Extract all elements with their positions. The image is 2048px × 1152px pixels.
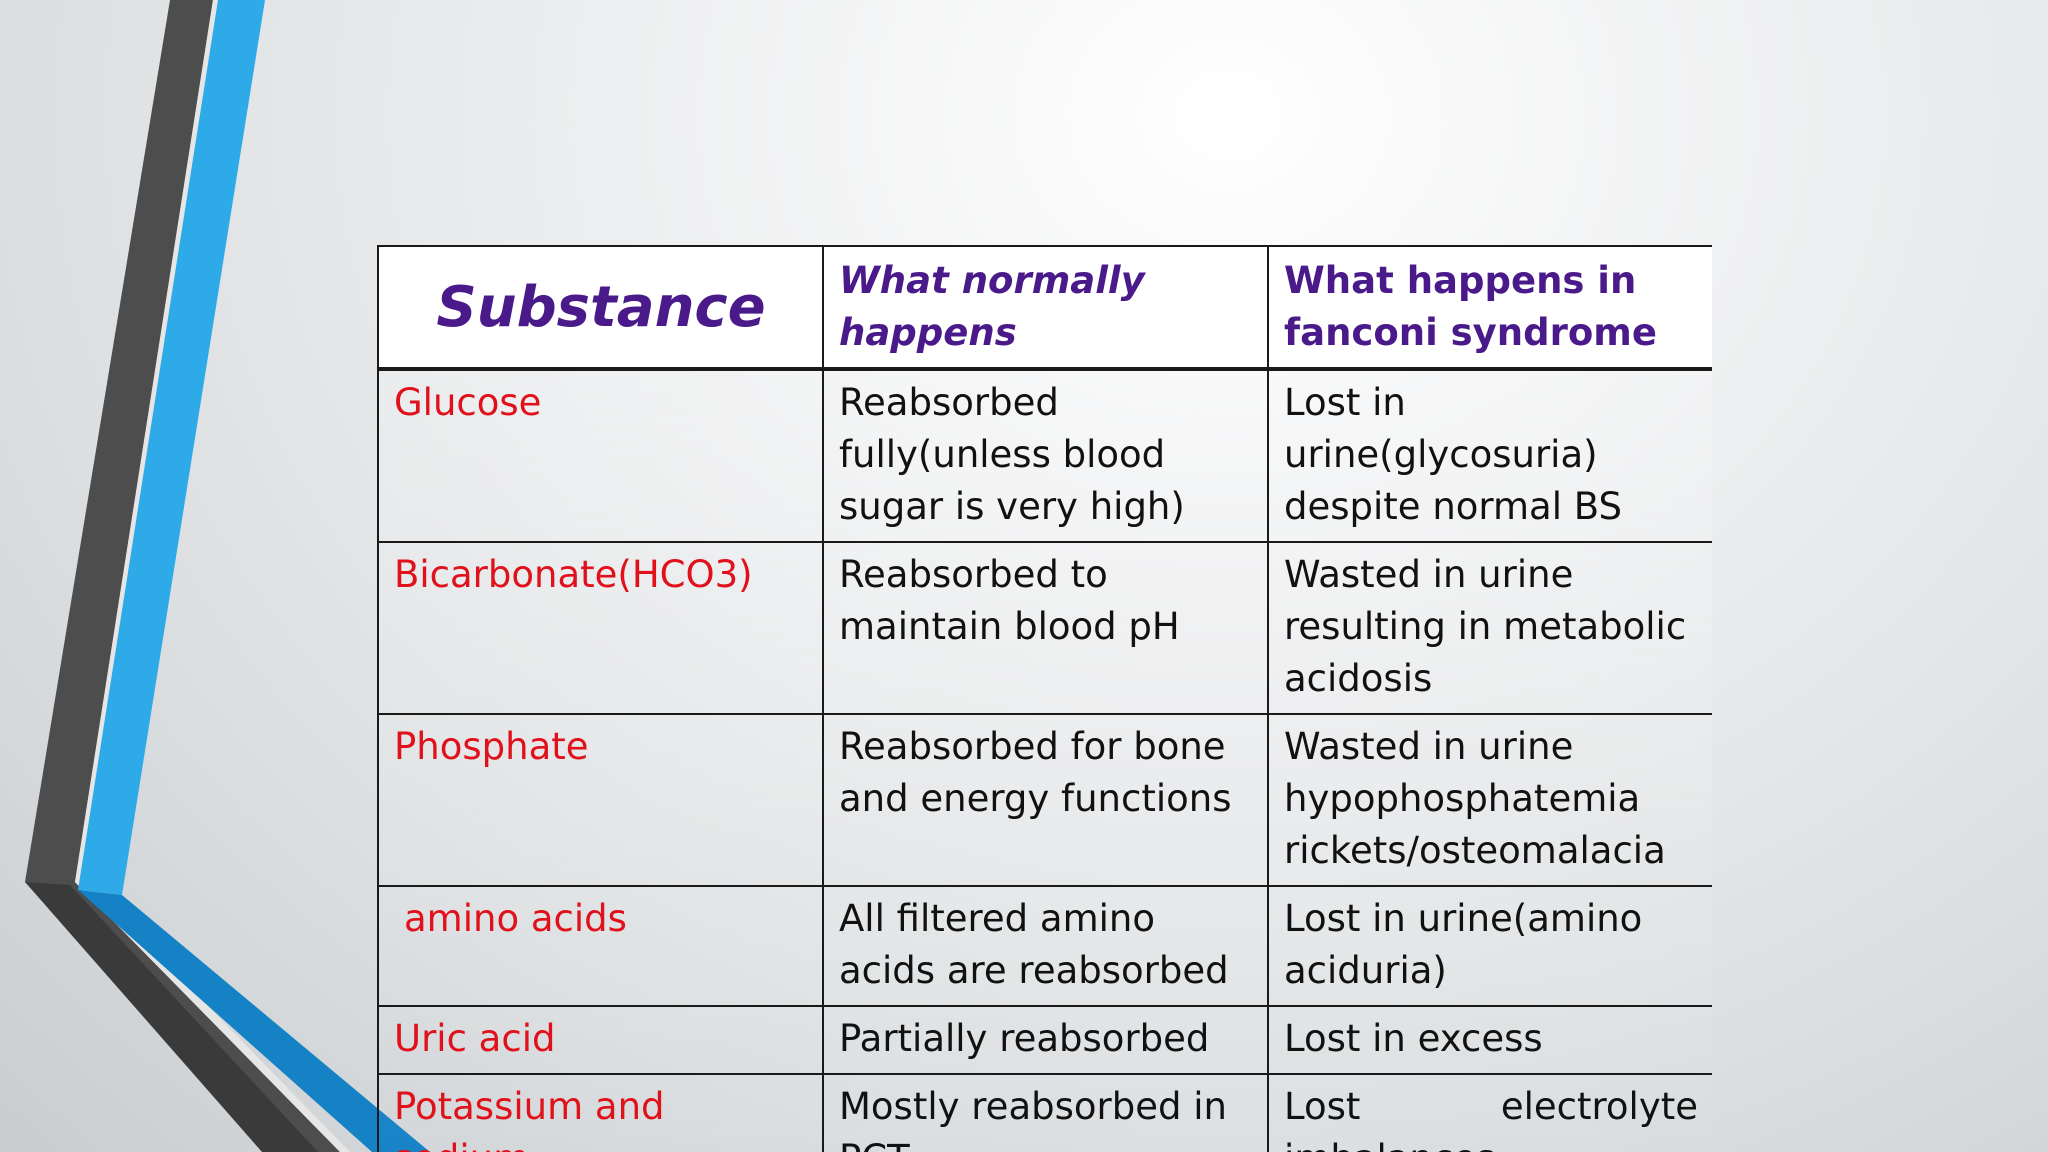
cell-fanconi: Wasted in urine resulting in metabolic a… xyxy=(1267,541,1712,715)
cell-substance: Glucose xyxy=(377,368,824,543)
table-row: Phosphate Reabsorbed for bone and energy… xyxy=(377,713,1712,887)
cell-substance: Phosphate xyxy=(377,713,824,887)
table-row: Bicarbonate(HCO3) Reabsorbed to maintain… xyxy=(377,541,1712,715)
decor-dark-gray-band xyxy=(25,882,318,1152)
cell-substance: Bicarbonate(HCO3) xyxy=(377,541,824,715)
header-substance: Substance xyxy=(377,245,824,371)
cell-normal: Reabsorbed fully(unless blood sugar is v… xyxy=(822,368,1269,543)
table-row: Potassium and sodium Mostly reabsorbed i… xyxy=(377,1073,1712,1152)
header-normal: What normally happens xyxy=(822,245,1269,371)
decor-dark-blue-band xyxy=(78,890,430,1152)
cell-normal: All filtered amino acids are reabsorbed xyxy=(822,885,1269,1007)
cell-normal: Mostly reabsorbed in PCT xyxy=(822,1073,1269,1152)
comparison-table: Substance What normally happens What hap… xyxy=(377,245,1712,1152)
cell-fanconi: Lost electrolyte imbalances xyxy=(1267,1073,1712,1152)
decor-gray-band xyxy=(25,0,340,1152)
table-row: Glucose Reabsorbed fully(unless blood su… xyxy=(377,368,1712,543)
cell-fanconi: Lost in urine(glycosuria) despite normal… xyxy=(1267,368,1712,543)
cell-substance: amino acids xyxy=(377,885,824,1007)
table-header-row: Substance What normally happens What hap… xyxy=(377,245,1712,371)
decor-blue-band xyxy=(78,0,265,895)
cell-normal: Reabsorbed for bone and energy functions xyxy=(822,713,1269,887)
cell-normal: Reabsorbed to maintain blood pH xyxy=(822,541,1269,715)
cell-fanconi: Lost in urine(amino aciduria) xyxy=(1267,885,1712,1007)
table-container: Substance What normally happens What hap… xyxy=(377,245,1712,1152)
cell-normal: Partially reabsorbed xyxy=(822,1005,1269,1075)
cell-fanconi: Wasted in urine hypophosphatemia rickets… xyxy=(1267,713,1712,887)
header-fanconi: What happens in fanconi syndrome xyxy=(1267,245,1712,371)
cell-substance: Potassium and sodium xyxy=(377,1073,824,1152)
table-row: Uric acid Partially reabsorbed Lost in e… xyxy=(377,1005,1712,1075)
table-row: amino acids All filtered amino acids are… xyxy=(377,885,1712,1007)
cell-fanconi: Lost in excess xyxy=(1267,1005,1712,1075)
cell-substance: Uric acid xyxy=(377,1005,824,1075)
